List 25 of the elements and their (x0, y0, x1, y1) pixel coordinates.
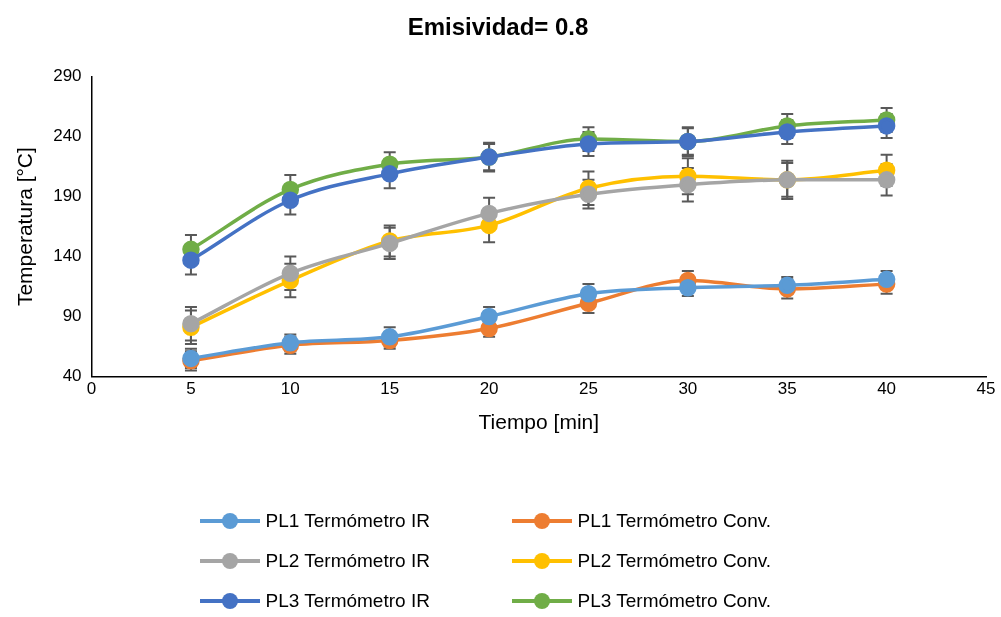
x-axis-title: Tiempo [min] (478, 410, 600, 434)
legend-label: PL3 Termómetro IR (265, 590, 430, 612)
x-tick-label: 15 (380, 379, 400, 399)
x-tick-label: 40 (877, 379, 897, 399)
y-tick-label: 240 (53, 126, 82, 146)
legend-label: PL2 Termómetro Conv. (577, 550, 772, 572)
chart-title: Emisividad= 0.8 (407, 13, 589, 41)
x-tick-label: 5 (186, 379, 196, 399)
legend-label: PL2 Termómetro IR (265, 550, 430, 572)
y-tick-label: 90 (62, 306, 82, 326)
x-tick-label: 35 (777, 379, 797, 399)
x-tick-label: 25 (579, 379, 598, 399)
x-tick-label: 30 (678, 379, 698, 399)
x-tick-label: 20 (479, 379, 499, 399)
y-tick-label: 290 (53, 66, 82, 86)
y-tick-label: 190 (53, 186, 82, 206)
x-tick-label: 10 (280, 379, 300, 399)
y-tick-label: 140 (53, 246, 82, 266)
y-axis-title: Temperatura [°C] (13, 147, 37, 307)
x-tick-label: 0 (86, 379, 97, 399)
legend-label: PL1 Termómetro Conv. (577, 510, 772, 532)
legend-label: PL1 Termómetro IR (265, 510, 430, 532)
legend-label: PL3 Termómetro Conv. (577, 590, 772, 612)
y-tick-label: 40 (62, 366, 82, 386)
x-tick-label: 45 (976, 379, 996, 399)
